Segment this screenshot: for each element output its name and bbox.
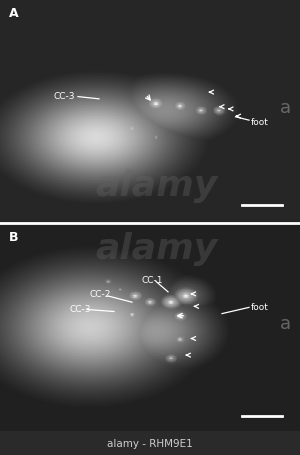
Text: B: B — [9, 230, 19, 243]
Text: alamy: alamy — [95, 232, 217, 266]
Text: a: a — [280, 98, 291, 116]
Text: CC-3: CC-3 — [54, 92, 76, 101]
Text: CC-3: CC-3 — [69, 304, 91, 313]
Text: foot: foot — [250, 117, 268, 126]
Text: A: A — [9, 7, 19, 20]
Text: CC-1: CC-1 — [141, 275, 163, 284]
Text: a: a — [280, 314, 291, 332]
Text: CC-2: CC-2 — [90, 290, 111, 299]
Text: foot: foot — [250, 302, 268, 311]
Text: alamy: alamy — [95, 169, 217, 203]
Text: alamy - RHM9E1: alamy - RHM9E1 — [107, 438, 193, 448]
